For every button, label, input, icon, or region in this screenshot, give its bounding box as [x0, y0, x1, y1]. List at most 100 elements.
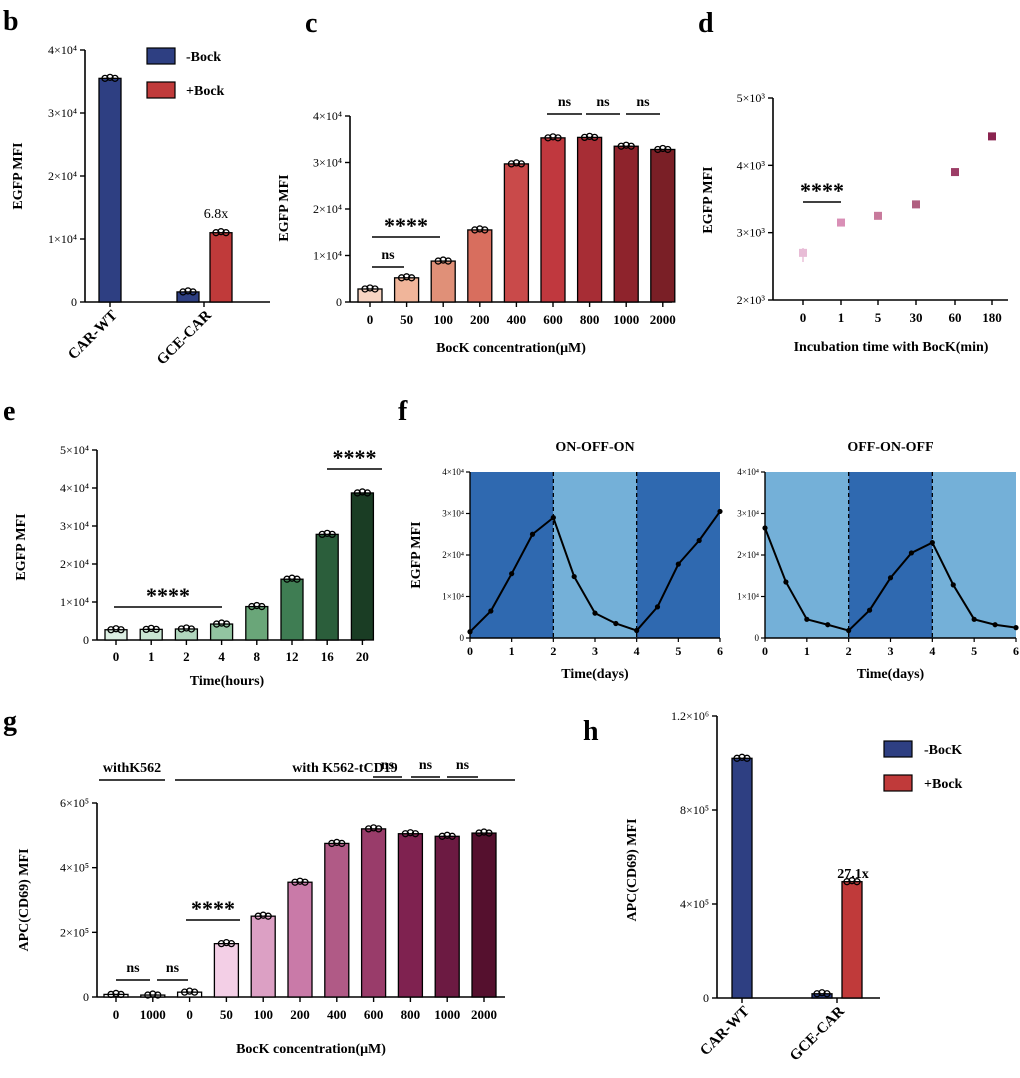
- b-legend-label: +Bock: [186, 84, 225, 99]
- g-bar: [213, 943, 240, 998]
- f-right-shade-off: [932, 472, 1016, 638]
- e-point: [353, 489, 362, 497]
- c-bar: [393, 277, 420, 303]
- f-left-x-tick-label: 0: [467, 644, 473, 658]
- b-bar: [176, 291, 200, 303]
- e-point: [222, 620, 231, 628]
- c-point: [361, 285, 369, 293]
- f-left-point: [550, 515, 556, 521]
- g-y-tick-label: 2×10⁵: [60, 925, 89, 939]
- c-bar: [467, 229, 493, 303]
- e-point: [212, 620, 221, 628]
- g-y-tick-label: 4×10⁵: [60, 861, 89, 875]
- c-bar: [430, 260, 456, 303]
- h-y-tick-label: 1.2×10⁶: [671, 709, 709, 723]
- f-right-title: OFF-ON-OFF: [847, 440, 933, 455]
- d-x-tick-label: 30: [910, 310, 923, 325]
- h-y-tick-label: 8×10⁵: [680, 803, 709, 817]
- f-right-point: [971, 616, 977, 622]
- h-point: [818, 989, 826, 997]
- c-bar: [613, 145, 639, 303]
- c-point: [507, 160, 516, 168]
- panel-label-g: g: [3, 706, 17, 737]
- c-point: [664, 145, 672, 154]
- f-right-shade-on: [848, 472, 933, 638]
- c-bar: [540, 137, 566, 303]
- e-sig-stars-early-label: ****: [146, 583, 190, 608]
- g-x-label: BocK concentration(μM): [236, 1042, 386, 1057]
- f-left-title: ON-OFF-ON: [555, 440, 634, 455]
- d-x-tick-label: 60: [949, 310, 962, 325]
- e-y-tick-label: 3×10⁴: [60, 519, 89, 533]
- h-y-tick-label: 4×10⁵: [680, 897, 709, 911]
- b-point: [222, 229, 230, 237]
- c-point: [402, 273, 411, 281]
- e-point: [142, 625, 150, 634]
- f-right-point: [887, 575, 894, 581]
- panel-label-h: h: [583, 716, 599, 747]
- g-x-tick-label: 800: [401, 1007, 421, 1022]
- b-point: [106, 73, 114, 81]
- c-x-tick-label: 200: [470, 312, 490, 327]
- f-right-point: [908, 550, 915, 556]
- e-x-tick-label: 0: [113, 649, 120, 664]
- g-y-label: APC(CD69) MFI: [17, 848, 32, 951]
- g-bar: [360, 828, 387, 998]
- h-legend-swatch: [883, 774, 913, 792]
- f-left-y-tick-label: 2×10⁴: [442, 550, 464, 560]
- g-y-tick-label: 6×10⁵: [60, 796, 89, 810]
- g-point: [264, 912, 272, 920]
- e-x-tick-label: 16: [321, 649, 335, 664]
- f-left-point: [717, 508, 723, 515]
- b-x-tick-label: GCE-CAR: [154, 307, 215, 368]
- e-x-tick-label: 4: [218, 649, 225, 664]
- g-bar: [397, 833, 424, 998]
- panel-label-d: d: [698, 8, 714, 39]
- c-point: [554, 134, 562, 142]
- c-point: [366, 284, 374, 292]
- c-point: [580, 133, 589, 142]
- f-right-y-tick-label: 0: [755, 633, 760, 643]
- g-x-tick-label: 400: [327, 1007, 347, 1022]
- f-left-y-tick-label: 0: [460, 633, 465, 643]
- e-point: [288, 574, 296, 582]
- f-right-point: [866, 607, 873, 613]
- h-point: [743, 754, 751, 762]
- g-point: [144, 991, 152, 999]
- d-x-tick-label: 0: [800, 310, 807, 325]
- g-point: [401, 830, 410, 838]
- g-sig-1000-0-label: ns: [166, 961, 180, 976]
- e-x-tick-label: 12: [286, 649, 299, 664]
- g-bar: [324, 842, 350, 998]
- e-point: [177, 625, 186, 633]
- d-point: [837, 218, 845, 227]
- f-left-shade-on: [470, 472, 554, 638]
- c-x-tick-label: 2000: [650, 312, 676, 327]
- g-point: [180, 988, 189, 996]
- f-right-point: [846, 627, 852, 634]
- f-right-point: [929, 539, 935, 546]
- c-point: [397, 274, 406, 282]
- b-x-tick-label: CAR-WT: [65, 308, 121, 364]
- c-point: [585, 132, 594, 141]
- d-y-tick-label: 3×10³: [737, 226, 766, 240]
- f-right-y-tick-label: 4×10⁴: [737, 467, 759, 477]
- g-point: [485, 829, 493, 837]
- c-y-label: EGFP MFI: [277, 174, 292, 241]
- c-point: [590, 133, 599, 142]
- f-y-label: EGFP MFI: [409, 521, 424, 588]
- g-point: [217, 940, 226, 948]
- f-right-point: [1013, 625, 1019, 631]
- f-right-x-tick-label: 1: [804, 644, 810, 658]
- c-sig-0-50-label: ns: [381, 248, 395, 263]
- g-point: [117, 990, 125, 999]
- b-fold-annotation: 6.8x: [204, 207, 229, 222]
- f-right-point: [783, 579, 789, 585]
- e-x-tick-label: 1: [148, 649, 155, 664]
- f-left-point: [592, 610, 598, 616]
- f-left-x-tick-label: 4: [634, 644, 640, 658]
- c-point: [444, 257, 452, 265]
- f-right-point: [825, 622, 831, 628]
- g-point: [296, 877, 304, 885]
- panel-label-b: b: [3, 6, 19, 37]
